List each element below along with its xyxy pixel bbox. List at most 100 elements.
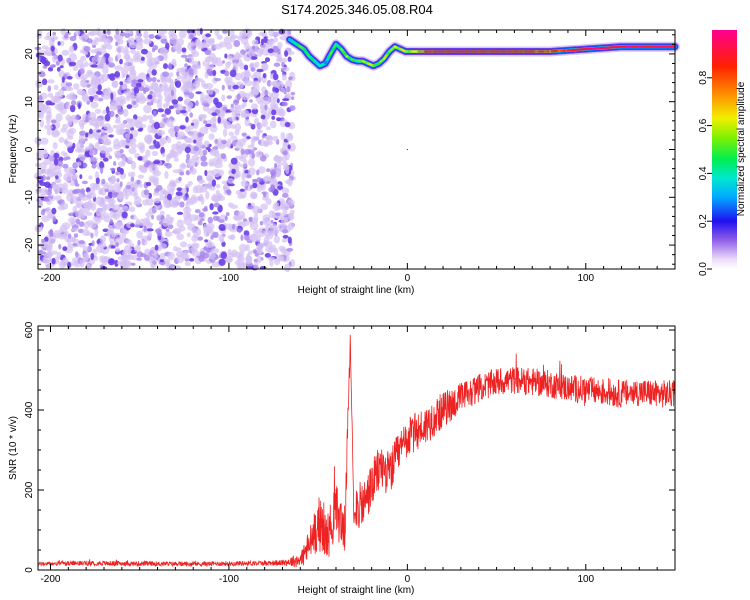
noise-blob xyxy=(126,104,133,109)
noise-blob xyxy=(106,147,113,152)
noise-blob xyxy=(277,48,281,55)
noise-blob xyxy=(249,62,257,70)
noise-blob xyxy=(53,84,59,91)
noise-blob xyxy=(100,167,104,174)
noise-blob xyxy=(213,43,223,50)
noise-blob xyxy=(273,62,281,67)
noise-blob xyxy=(234,129,240,136)
noise-blob xyxy=(237,211,246,218)
noise-blob xyxy=(49,228,54,235)
noise-blob xyxy=(207,56,212,62)
snr-y-label: SNR (10 * v/v) xyxy=(8,416,19,480)
noise-blob xyxy=(115,221,124,230)
noise-blob xyxy=(156,129,165,136)
noise-blob xyxy=(130,48,136,55)
noise-blob xyxy=(206,223,215,231)
noise-blob xyxy=(82,252,89,262)
noise-blob xyxy=(243,64,249,71)
noise-blob xyxy=(116,152,121,160)
noise-blob xyxy=(160,38,168,44)
noise-blob xyxy=(193,68,198,76)
noise-blob xyxy=(211,112,218,116)
y-tick-label: 200 xyxy=(24,481,35,498)
noise-blob xyxy=(121,73,126,79)
noise-blob xyxy=(237,221,243,226)
noise-blob xyxy=(168,33,178,40)
noise-blob xyxy=(182,250,189,256)
noise-blob xyxy=(238,243,248,253)
noise-blob xyxy=(51,182,56,189)
spectrogram-y-label: Frequency (Hz) xyxy=(8,115,19,184)
noise-blob xyxy=(217,116,221,124)
y-tick-label: 20 xyxy=(24,48,35,60)
noise-blob xyxy=(198,78,203,83)
noise-blob xyxy=(250,191,257,200)
noise-blob xyxy=(99,255,107,260)
noise-blob xyxy=(271,223,277,230)
noise-blob xyxy=(57,89,65,98)
noise-blob xyxy=(217,138,223,143)
noise-blob xyxy=(143,88,147,95)
noise-blob xyxy=(38,95,43,102)
noise-blob xyxy=(166,119,174,128)
noise-blob xyxy=(113,191,119,196)
noise-blob xyxy=(272,80,281,88)
chart-title: S174.2025.346.05.08.R04 xyxy=(281,2,433,17)
noise-blob xyxy=(266,126,271,131)
noise-blob xyxy=(159,221,163,225)
noise-blob xyxy=(275,169,281,178)
noise-blob xyxy=(234,251,241,258)
noise-blob xyxy=(74,183,80,187)
noise-blob xyxy=(261,134,265,139)
noise-blob xyxy=(111,204,121,211)
noise-blob xyxy=(216,34,223,40)
noise-blob xyxy=(157,108,165,113)
noise-blob xyxy=(130,215,134,219)
noise-blob xyxy=(155,228,162,234)
noise-blob xyxy=(39,181,47,186)
noise-blob xyxy=(164,231,173,237)
noise-blob xyxy=(90,101,99,109)
noise-blob xyxy=(218,258,226,266)
noise-blob xyxy=(88,175,93,180)
noise-blob xyxy=(288,76,293,81)
noise-blob xyxy=(267,38,276,46)
noise-blob xyxy=(148,207,157,214)
noise-blob xyxy=(51,207,57,215)
noise-blob xyxy=(179,109,187,114)
noise-blob xyxy=(168,179,177,188)
noise-blob xyxy=(230,234,236,241)
noise-blob xyxy=(75,218,81,225)
noise-blob xyxy=(96,51,102,56)
noise-blob xyxy=(250,234,259,243)
noise-blob xyxy=(52,96,62,104)
noise-blob xyxy=(111,80,119,89)
noise-blob xyxy=(115,171,121,176)
noise-blob xyxy=(72,257,78,263)
noise-blob xyxy=(195,184,204,194)
noise-blob xyxy=(214,138,218,144)
noise-blob xyxy=(234,72,243,81)
noise-blob xyxy=(281,155,288,163)
noise-blob xyxy=(199,179,205,184)
noise-blob xyxy=(164,216,174,224)
stray-dot xyxy=(406,148,408,151)
spectrogram-ridge xyxy=(284,34,680,151)
noise-blob xyxy=(107,56,114,63)
noise-blob xyxy=(221,241,226,247)
noise-blob xyxy=(78,221,85,228)
noise-blob xyxy=(73,233,79,238)
noise-blob xyxy=(264,104,268,111)
noise-blob xyxy=(228,131,234,136)
noise-blob xyxy=(184,63,188,68)
noise-blob xyxy=(246,174,252,179)
noise-blob xyxy=(270,184,275,190)
noise-blob xyxy=(256,229,266,238)
noise-blob xyxy=(195,228,202,236)
noise-blob xyxy=(257,76,264,81)
noise-blob xyxy=(208,186,216,191)
noise-blob xyxy=(161,113,167,118)
noise-blob xyxy=(132,100,137,105)
noise-blob xyxy=(51,64,57,68)
noise-blob xyxy=(74,188,82,194)
